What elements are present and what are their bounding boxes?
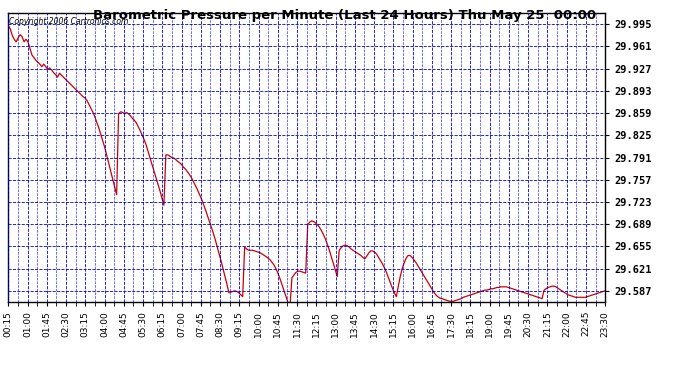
Text: Copyright 2006 Cartronics.com: Copyright 2006 Cartronics.com [10, 18, 129, 27]
Text: Barometric Pressure per Minute (Last 24 Hours) Thu May 25  00:00: Barometric Pressure per Minute (Last 24 … [93, 9, 597, 22]
